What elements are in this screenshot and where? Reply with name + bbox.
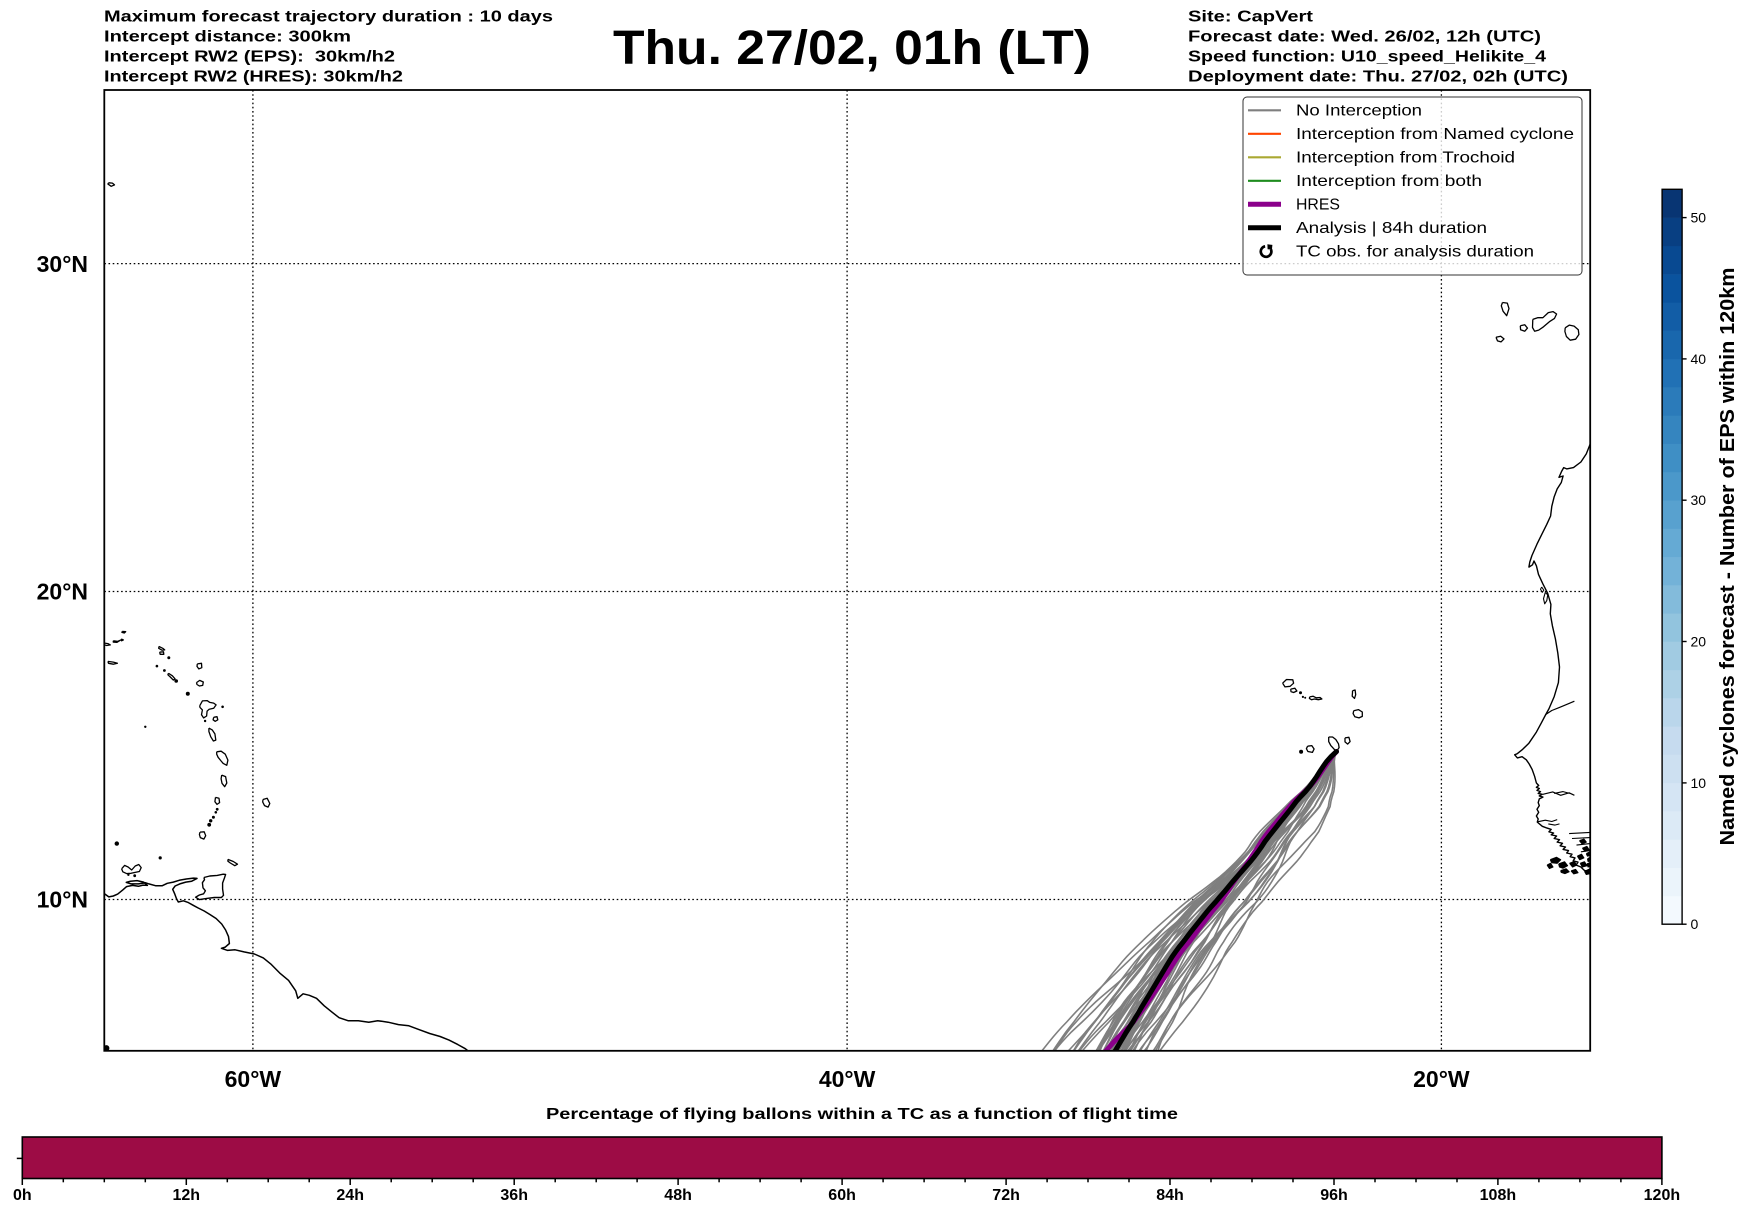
svg-text:72h: 72h [992,1187,1020,1204]
svg-text:60h: 60h [828,1187,856,1204]
svg-text:50: 50 [1691,210,1707,226]
svg-text:30: 30 [1691,492,1707,508]
svg-text:Speed function: U10_speed_Heli: Speed function: U10_speed_Helikite_4 [1188,49,1546,66]
svg-text:Intercept distance: 300km: Intercept distance: 300km [104,29,351,46]
svg-text:Thu. 27/02, 01h (LT): Thu. 27/02, 01h (LT) [613,22,1091,75]
svg-text:Deployment date: Thu. 27/02, 0: Deployment date: Thu. 27/02, 02h (UTC) [1188,68,1568,85]
svg-text:12h: 12h [173,1187,201,1204]
svg-text:Interception from Named cyclon: Interception from Named cyclone [1296,126,1574,143]
svg-text:120h: 120h [1644,1187,1680,1204]
svg-text:36h: 36h [500,1187,528,1204]
svg-text:40°W: 40°W [819,1066,876,1092]
svg-text:20: 20 [1691,634,1707,650]
svg-text:0: 0 [1691,916,1699,932]
svg-text:Maximum forecast trajectory du: Maximum forecast trajectory duration : 1… [104,9,553,26]
svg-text:Percentage of flying ballons w: Percentage of flying ballons within a TC… [546,1106,1178,1123]
svg-text:HRES: HRES [1296,197,1340,214]
svg-text:30°N: 30°N [37,251,88,277]
svg-text:48h: 48h [664,1187,692,1204]
svg-text:24h: 24h [336,1187,364,1204]
svg-text:20°N: 20°N [37,579,88,605]
svg-text:Named cyclones forecast - Numb: Named cyclones forecast - Number of EPS … [1717,268,1739,846]
svg-text:No Interception: No Interception [1296,103,1422,120]
svg-text:108h: 108h [1480,1187,1516,1204]
svg-text:40: 40 [1691,351,1707,367]
svg-text:60°W: 60°W [225,1066,282,1092]
svg-text:84h: 84h [1156,1187,1184,1204]
svg-text:20°W: 20°W [1413,1066,1470,1092]
svg-text:Forecast date: Wed. 26/02, 12h: Forecast date: Wed. 26/02, 12h (UTC) [1188,29,1541,46]
svg-text:0h: 0h [13,1187,32,1204]
svg-text:Interception from both: Interception from both [1296,173,1482,190]
svg-text:Interception from Trochoid: Interception from Trochoid [1296,150,1515,167]
svg-text:Intercept RW2 (EPS): 30km/h2: Intercept RW2 (EPS): 30km/h2 [104,49,395,66]
svg-text:Analysis | 84h duration: Analysis | 84h duration [1296,220,1487,237]
svg-text:Site: CapVert: Site: CapVert [1188,9,1314,26]
svg-text:Intercept RW2 (HRES): 30km/h2: Intercept RW2 (HRES): 30km/h2 [104,68,403,85]
svg-text:10: 10 [1691,775,1707,791]
svg-text:10°N: 10°N [37,887,88,913]
svg-text:96h: 96h [1320,1187,1348,1204]
svg-text:TC obs. for analysis duration: TC obs. for analysis duration [1296,244,1534,261]
